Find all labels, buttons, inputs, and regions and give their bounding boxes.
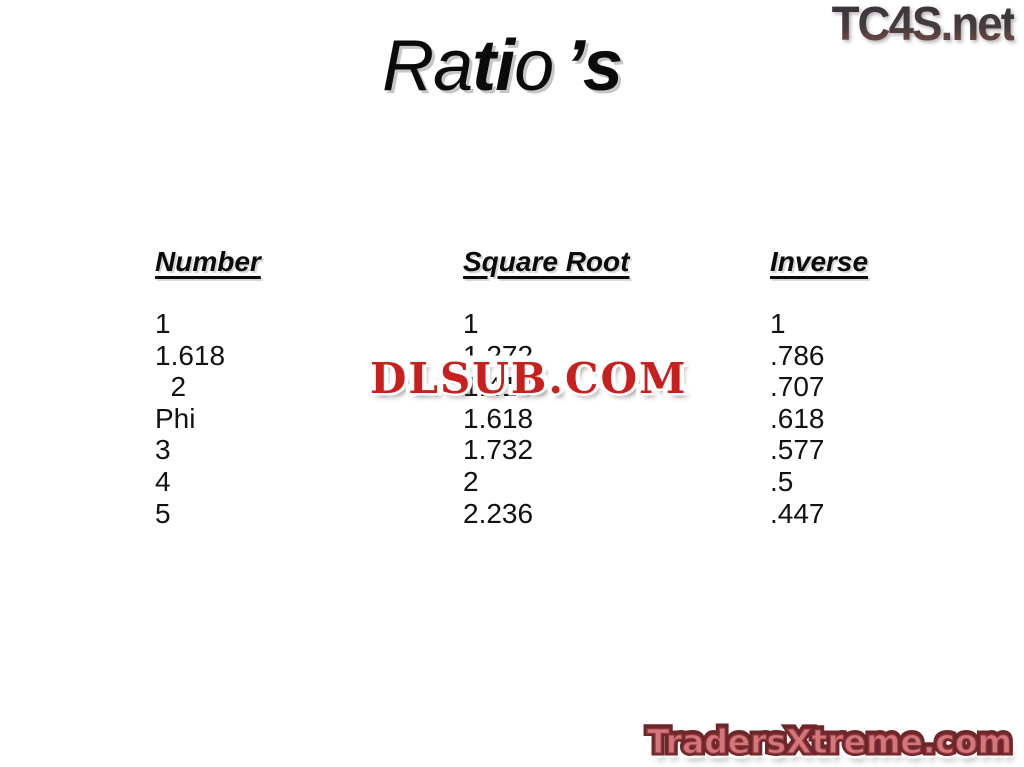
table-cell: .618 — [770, 402, 825, 434]
table-cell: 1.732 — [463, 434, 534, 466]
column-header-square-root: Square Root — [463, 246, 630, 277]
table-cell: 4 — [155, 465, 171, 497]
column-number-cells: 1 1.618 2 Phi 3 4 5 — [155, 308, 395, 529]
title-segment: ’s — [565, 26, 623, 106]
column-number: Number 1 1.618 2 Phi 3 4 5 — [155, 246, 395, 529]
tc4s-watermark: TC4S.net — [831, 0, 1016, 51]
table-cell: .786 — [770, 339, 825, 371]
table-cell: 1 — [155, 308, 171, 339]
table-cell: 2 — [463, 465, 479, 497]
tradersxtreme-watermark-text: TradersXtreme.com — [646, 722, 1012, 761]
table-cell: 1 — [770, 308, 786, 339]
title-segment: ti — [472, 26, 515, 106]
table-cell: .5 — [770, 465, 794, 497]
column-header-inverse: Inverse — [770, 246, 869, 277]
table-cell: .447 — [770, 497, 825, 529]
slide-title: Ratio’s — [0, 30, 1004, 102]
column-inverse: Inverse 1 .786 .707 .618 .577 .5 .447 — [770, 246, 1010, 529]
table-cell: .577 — [770, 434, 825, 466]
table-cell: 1.618 — [463, 402, 534, 434]
tradersxtreme-watermark: TradersXtreme.com — [646, 722, 1012, 761]
column-square-root-cells: 1 1.272 1.414 1.618 1.732 2 2.236 — [463, 308, 703, 529]
table-cell: 1.618 — [155, 339, 226, 371]
table-cell: 2 — [155, 371, 187, 403]
table-cell: Phi — [155, 402, 196, 434]
dlsub-watermark: DLSUB.COM — [370, 354, 688, 403]
dlsub-watermark-text: DLSUB.COM — [370, 354, 688, 403]
title-segment: Ra — [382, 26, 473, 106]
table-cell: 5 — [155, 497, 171, 529]
table-cell: 1 — [463, 308, 479, 339]
title-segment: o — [514, 26, 554, 106]
table-cell: .707 — [770, 371, 825, 403]
column-inverse-cells: 1 .786 .707 .618 .577 .5 .447 — [770, 308, 1010, 529]
table-cell: 2.236 — [463, 497, 534, 529]
column-header-number: Number — [155, 246, 261, 277]
table-cell: 3 — [155, 434, 171, 466]
